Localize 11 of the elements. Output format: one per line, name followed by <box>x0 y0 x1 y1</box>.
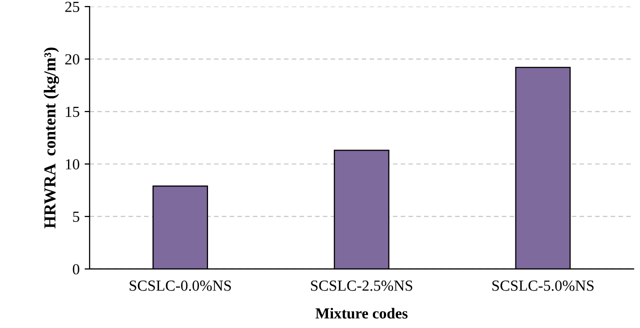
x-tick-label: SCSLC-2.5%NS <box>311 280 412 291</box>
x-tick-label: SCSLC-5.0%NS <box>492 280 594 291</box>
y-tick-label: 0 <box>72 264 80 274</box>
y-tick-label: 20 <box>65 54 80 64</box>
y-tick-label: 10 <box>66 159 80 170</box>
y-axis-title: HRWRA content (kg/m³) <box>44 48 60 228</box>
y-tick-label: 5 <box>73 212 80 222</box>
y-tick-label: 15 <box>66 106 80 117</box>
x-tick-label: SCSLC-0.0%NS <box>130 280 231 291</box>
x-axis-title: Mixture codes <box>316 308 408 319</box>
y-tick-label: 25 <box>65 2 80 12</box>
